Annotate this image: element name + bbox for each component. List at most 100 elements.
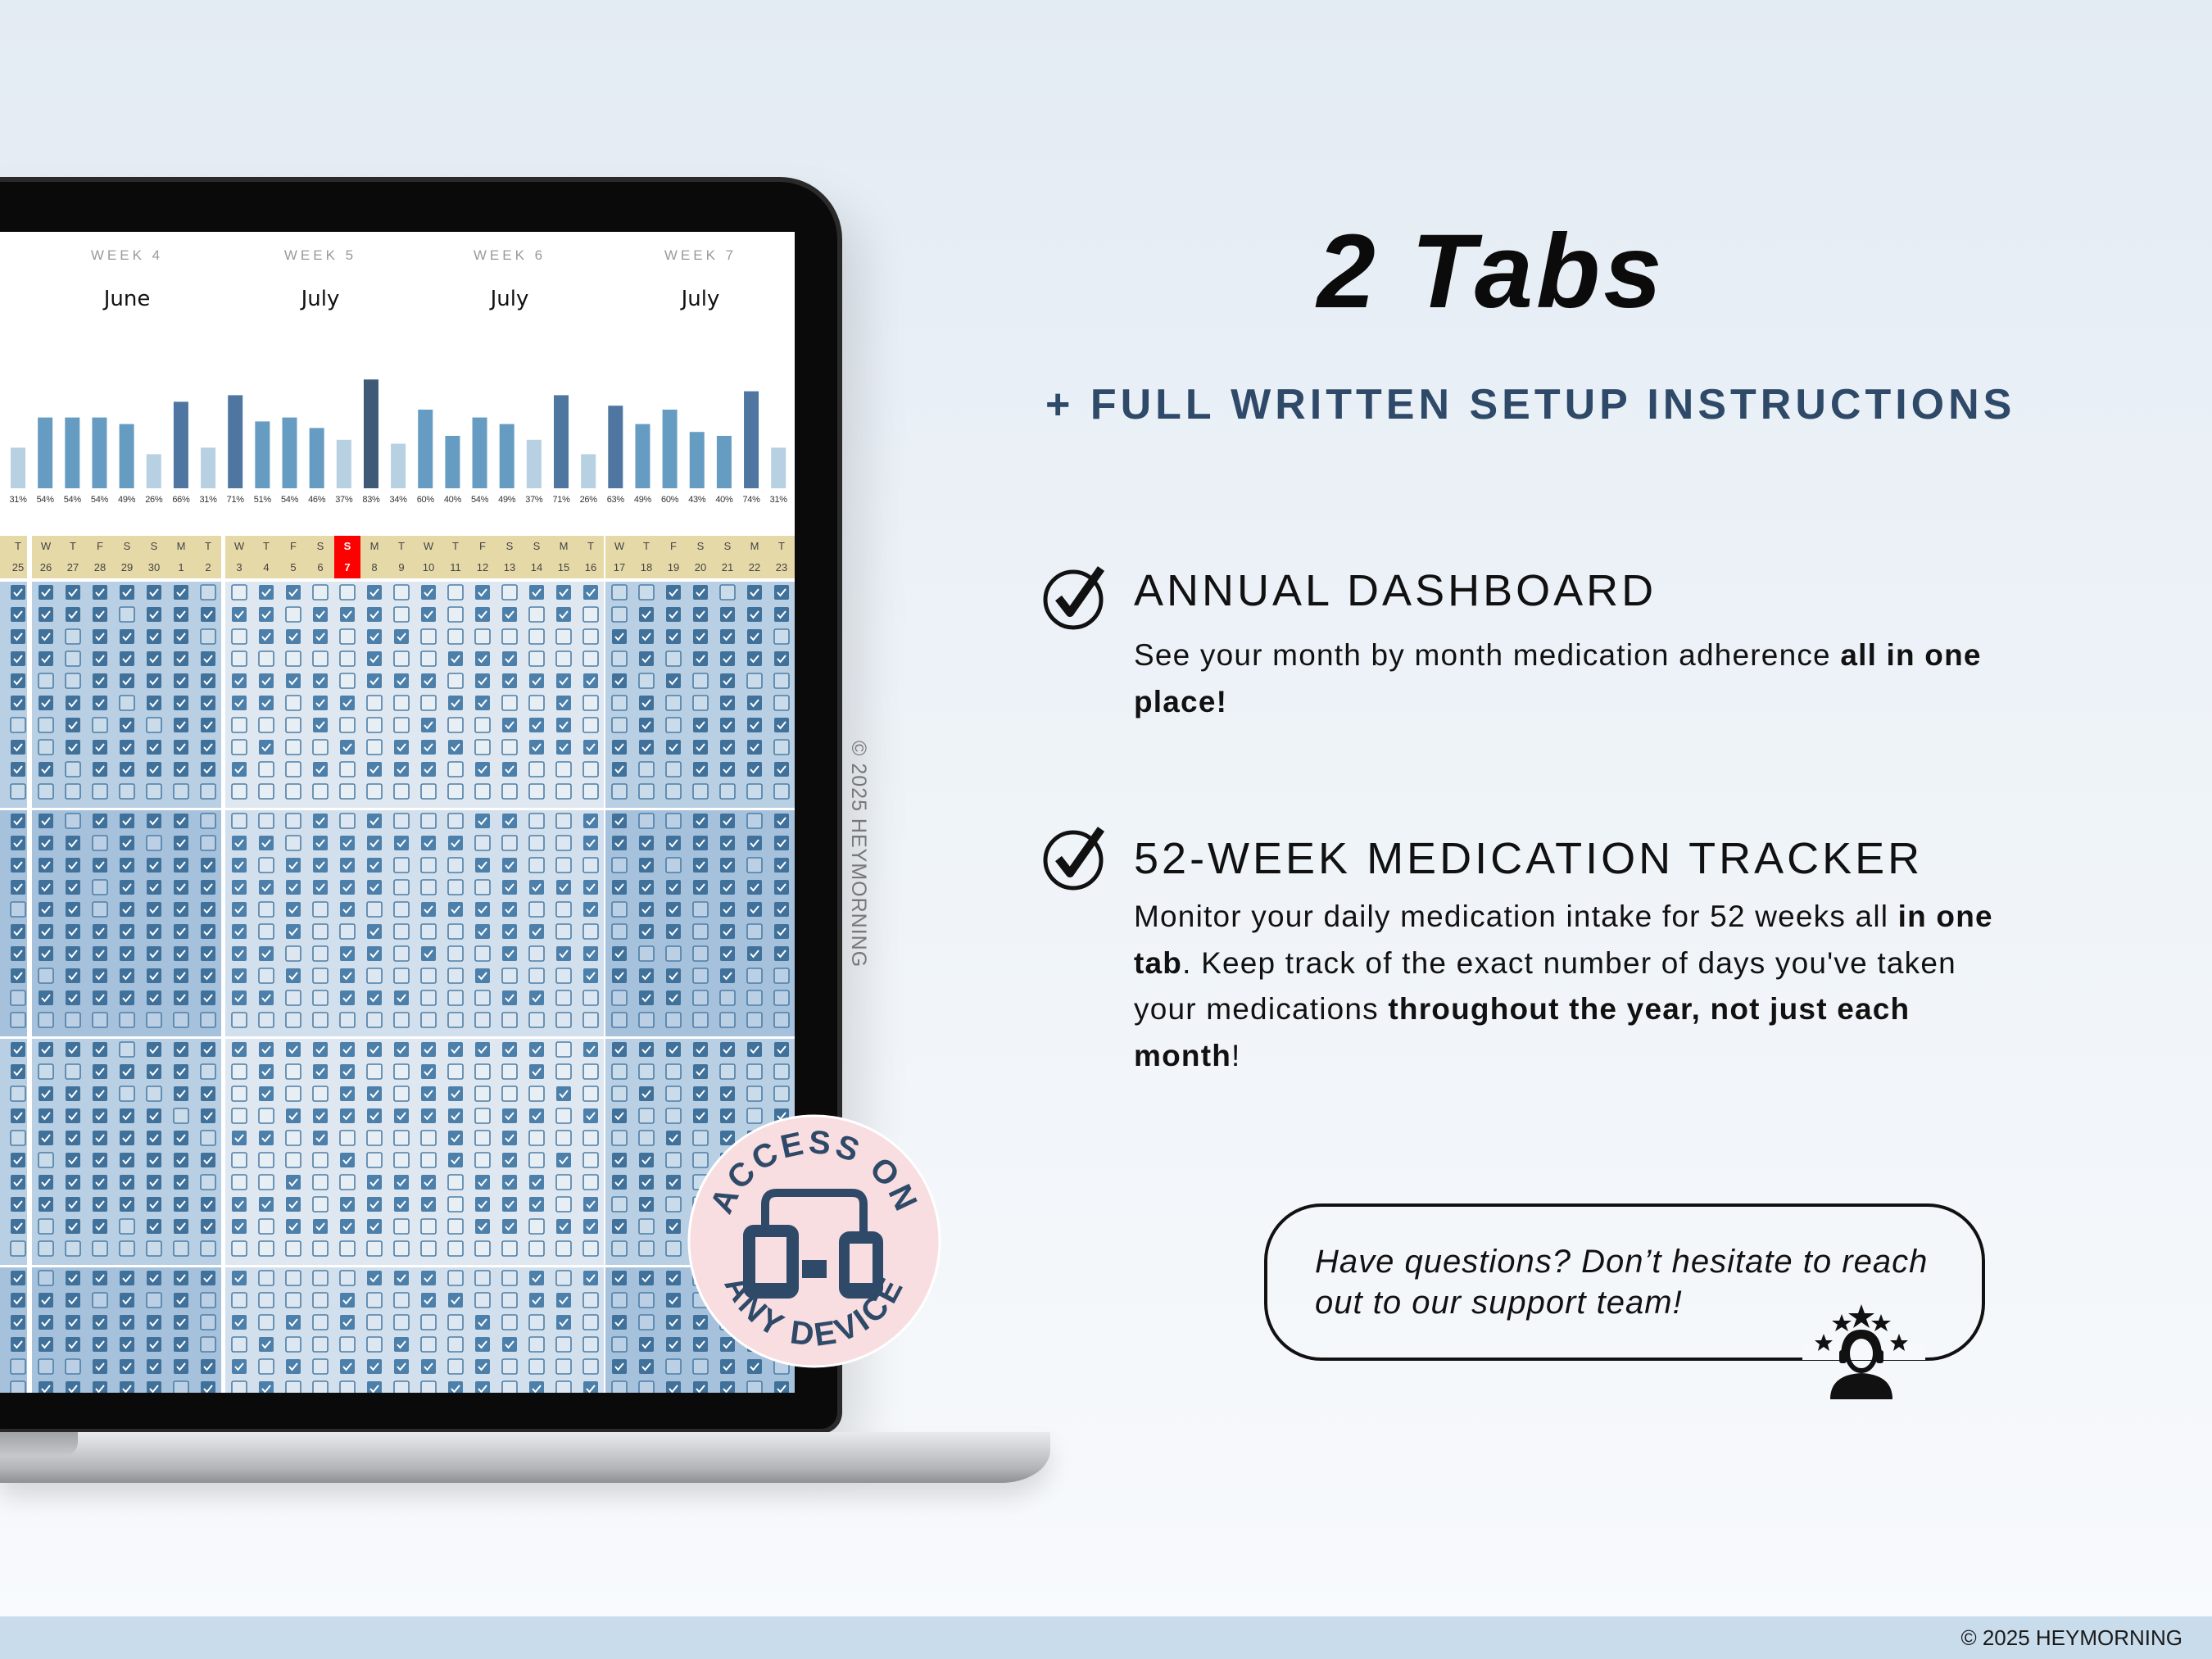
checkbox-unchecked[interactable] [366, 1314, 383, 1330]
checkbox-checked[interactable] [259, 607, 274, 622]
checkbox-unchecked[interactable] [665, 650, 682, 667]
checkbox-checked[interactable] [66, 968, 80, 983]
checkbox-unchecked[interactable] [420, 1336, 437, 1353]
checkbox-checked[interactable] [475, 1315, 490, 1330]
checkbox-unchecked[interactable] [285, 650, 301, 667]
checkbox-checked[interactable] [11, 968, 25, 983]
checkbox-checked[interactable] [340, 968, 355, 983]
checkbox-checked[interactable] [313, 836, 328, 850]
checkbox-checked[interactable] [367, 1086, 382, 1101]
checkbox-unchecked[interactable] [312, 739, 329, 755]
checkbox-unchecked[interactable] [231, 1063, 247, 1080]
checkbox-checked[interactable] [774, 585, 789, 600]
checkbox-checked[interactable] [93, 1271, 107, 1285]
checkbox-checked[interactable] [147, 1153, 161, 1167]
checkbox-checked[interactable] [286, 880, 301, 895]
checkbox-unchecked[interactable] [200, 1174, 216, 1190]
checkbox-checked[interactable] [201, 1086, 215, 1101]
checkbox-checked[interactable] [583, 585, 598, 600]
checkbox-unchecked[interactable] [258, 1240, 274, 1257]
checkbox-unchecked[interactable] [38, 1152, 54, 1168]
checkbox-checked[interactable] [11, 607, 25, 622]
checkbox-checked[interactable] [286, 1219, 301, 1234]
checkbox-unchecked[interactable] [555, 1063, 572, 1080]
checkbox-unchecked[interactable] [746, 1086, 763, 1102]
checkbox-checked[interactable] [666, 836, 681, 850]
checkbox-checked[interactable] [612, 1219, 627, 1234]
checkbox-unchecked[interactable] [285, 761, 301, 777]
checkbox-unchecked[interactable] [582, 1152, 599, 1168]
checkbox-checked[interactable] [120, 968, 134, 983]
checkbox-checked[interactable] [612, 740, 627, 755]
checkbox-unchecked[interactable] [611, 695, 628, 711]
checkbox-unchecked[interactable] [339, 673, 356, 689]
checkbox-checked[interactable] [394, 629, 409, 644]
checkbox-checked[interactable] [147, 762, 161, 777]
checkbox-checked[interactable] [556, 1086, 571, 1101]
checkbox-unchecked[interactable] [474, 1270, 491, 1286]
checkbox-unchecked[interactable] [638, 1130, 655, 1146]
checkbox-unchecked[interactable] [231, 813, 247, 829]
checkbox-checked[interactable] [201, 880, 215, 895]
checkbox-checked[interactable] [340, 1108, 355, 1123]
checkbox-checked[interactable] [421, 1359, 436, 1374]
checkbox-unchecked[interactable] [258, 1108, 274, 1124]
checkbox-unchecked[interactable] [447, 923, 464, 940]
checkbox-checked[interactable] [774, 858, 789, 873]
checkbox-unchecked[interactable] [312, 584, 329, 601]
checkbox-unchecked[interactable] [366, 1292, 383, 1308]
checkbox-unchecked[interactable] [231, 650, 247, 667]
checkbox-unchecked[interactable] [339, 1240, 356, 1257]
checkbox-unchecked[interactable] [393, 1130, 410, 1146]
checkbox-unchecked[interactable] [665, 1012, 682, 1028]
checkbox-checked[interactable] [340, 1042, 355, 1057]
checkbox-checked[interactable] [502, 718, 517, 732]
checkbox-unchecked[interactable] [555, 901, 572, 918]
checkbox-unchecked[interactable] [285, 1240, 301, 1257]
checkbox-unchecked[interactable] [555, 1380, 572, 1393]
checkbox-checked[interactable] [583, 836, 598, 850]
checkbox-unchecked[interactable] [420, 923, 437, 940]
checkbox-unchecked[interactable] [474, 1152, 491, 1168]
checkbox-checked[interactable] [720, 1042, 735, 1057]
checkbox-checked[interactable] [66, 1219, 80, 1234]
checkbox-checked[interactable] [66, 858, 80, 873]
checkbox-checked[interactable] [612, 946, 627, 961]
checkbox-unchecked[interactable] [665, 857, 682, 873]
checkbox-unchecked[interactable] [393, 1152, 410, 1168]
checkbox-checked[interactable] [93, 585, 107, 600]
checkbox-unchecked[interactable] [582, 1130, 599, 1146]
checkbox-unchecked[interactable] [258, 1174, 274, 1190]
checkbox-unchecked[interactable] [312, 1196, 329, 1213]
checkbox-checked[interactable] [367, 762, 382, 777]
checkbox-checked[interactable] [693, 740, 708, 755]
checkbox-checked[interactable] [774, 880, 789, 895]
checkbox-unchecked[interactable] [339, 717, 356, 733]
checkbox-unchecked[interactable] [665, 1196, 682, 1213]
checkbox-checked[interactable] [259, 1131, 274, 1145]
checkbox-checked[interactable] [147, 1108, 161, 1123]
checkbox-unchecked[interactable] [258, 783, 274, 800]
checkbox-checked[interactable] [529, 1175, 544, 1190]
checkbox-checked[interactable] [774, 651, 789, 666]
checkbox-unchecked[interactable] [420, 695, 437, 711]
checkbox-unchecked[interactable] [611, 584, 628, 601]
checkbox-checked[interactable] [448, 1131, 463, 1145]
checkbox-unchecked[interactable] [773, 968, 790, 984]
checkbox-checked[interactable] [174, 1293, 188, 1308]
checkbox-checked[interactable] [448, 740, 463, 755]
checkbox-checked[interactable] [259, 1337, 274, 1352]
checkbox-checked[interactable] [232, 880, 247, 895]
checkbox-unchecked[interactable] [447, 879, 464, 895]
checkbox-unchecked[interactable] [665, 1152, 682, 1168]
checkbox-checked[interactable] [639, 968, 654, 983]
checkbox-unchecked[interactable] [528, 968, 545, 984]
checkbox-unchecked[interactable] [393, 606, 410, 623]
checkbox-checked[interactable] [502, 880, 517, 895]
checkbox-unchecked[interactable] [746, 923, 763, 940]
checkbox-unchecked[interactable] [393, 1086, 410, 1102]
checkbox-unchecked[interactable] [231, 783, 247, 800]
checkbox-unchecked[interactable] [285, 717, 301, 733]
checkbox-unchecked[interactable] [200, 783, 216, 800]
checkbox-checked[interactable] [11, 629, 25, 644]
